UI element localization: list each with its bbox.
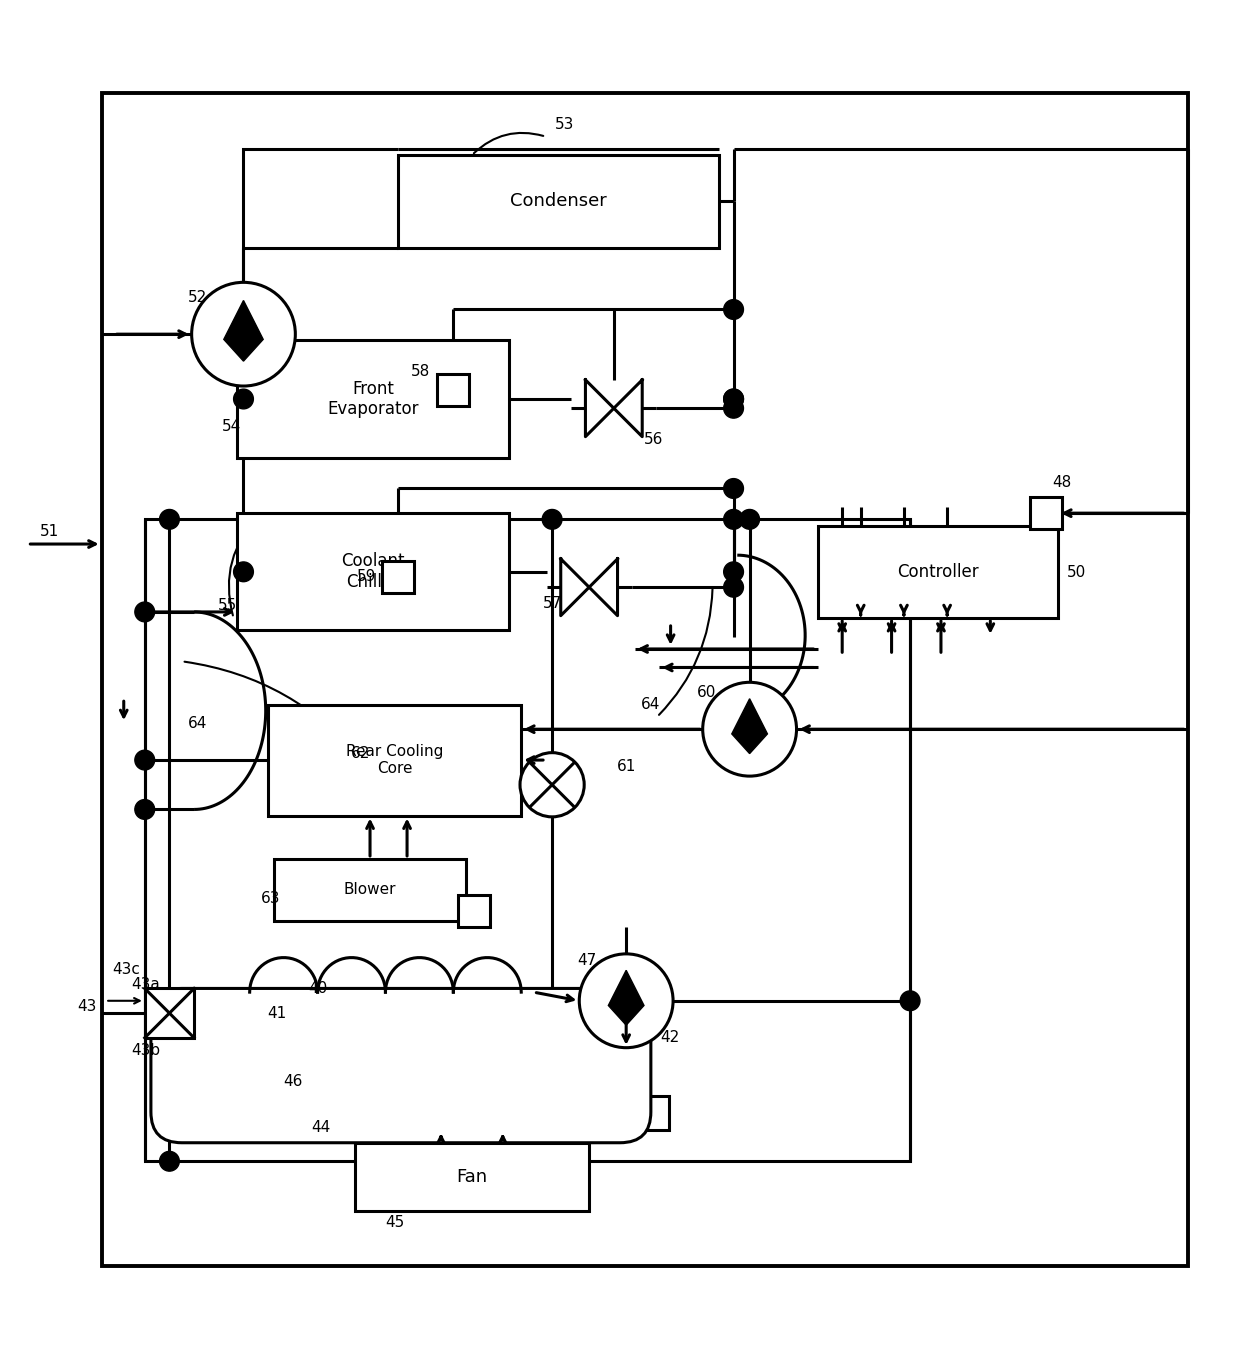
Text: 40: 40 — [308, 981, 327, 996]
FancyBboxPatch shape — [438, 373, 470, 406]
Polygon shape — [614, 380, 642, 436]
FancyBboxPatch shape — [459, 895, 490, 926]
Circle shape — [724, 390, 744, 409]
Circle shape — [740, 509, 759, 530]
Polygon shape — [589, 558, 618, 616]
Text: 46: 46 — [283, 1073, 303, 1088]
Circle shape — [192, 283, 295, 386]
Circle shape — [542, 509, 562, 530]
Circle shape — [135, 602, 155, 622]
Circle shape — [724, 563, 744, 582]
Text: 59: 59 — [357, 568, 377, 583]
FancyBboxPatch shape — [145, 988, 195, 1037]
Text: 58: 58 — [410, 364, 429, 379]
Text: Blower: Blower — [343, 882, 397, 897]
Text: 54: 54 — [222, 420, 241, 435]
FancyBboxPatch shape — [102, 93, 1188, 1266]
Text: 64: 64 — [641, 697, 661, 712]
Text: 52: 52 — [188, 289, 207, 305]
Circle shape — [135, 750, 155, 770]
Circle shape — [233, 390, 253, 409]
Text: 64: 64 — [188, 716, 207, 730]
FancyBboxPatch shape — [274, 859, 466, 921]
Circle shape — [724, 479, 744, 498]
Text: 61: 61 — [616, 759, 636, 774]
Text: Front
Evaporator: Front Evaporator — [327, 380, 419, 418]
Text: 51: 51 — [40, 524, 60, 539]
Circle shape — [135, 800, 155, 819]
FancyBboxPatch shape — [817, 525, 1058, 619]
Text: 45: 45 — [386, 1216, 405, 1231]
Circle shape — [724, 398, 744, 418]
Text: 43a: 43a — [131, 977, 160, 992]
Text: Rear Cooling
Core: Rear Cooling Core — [346, 744, 444, 777]
FancyBboxPatch shape — [398, 155, 719, 248]
FancyBboxPatch shape — [231, 1096, 670, 1131]
Circle shape — [724, 509, 744, 530]
Text: 43b: 43b — [131, 1043, 160, 1058]
Text: 47: 47 — [577, 952, 596, 967]
Text: 43: 43 — [77, 999, 97, 1014]
Text: Condenser: Condenser — [510, 192, 606, 210]
Text: 56: 56 — [644, 432, 663, 447]
Circle shape — [233, 563, 253, 582]
Text: 62: 62 — [351, 746, 371, 761]
Text: 41: 41 — [267, 1006, 286, 1021]
Circle shape — [160, 1151, 180, 1172]
Circle shape — [724, 390, 744, 409]
Text: 50: 50 — [1068, 565, 1086, 580]
Circle shape — [160, 509, 180, 530]
Polygon shape — [732, 698, 768, 753]
Text: 48: 48 — [1053, 475, 1071, 490]
FancyBboxPatch shape — [237, 340, 508, 458]
Circle shape — [724, 299, 744, 320]
Text: 43c: 43c — [113, 962, 140, 977]
Circle shape — [703, 682, 796, 777]
Circle shape — [900, 991, 920, 1011]
Text: 42: 42 — [660, 1030, 680, 1045]
Text: 57: 57 — [542, 595, 562, 611]
Polygon shape — [223, 300, 263, 361]
FancyBboxPatch shape — [237, 513, 508, 631]
Circle shape — [724, 578, 744, 597]
FancyBboxPatch shape — [382, 561, 414, 594]
Text: 55: 55 — [218, 598, 237, 613]
Text: 44: 44 — [311, 1121, 331, 1136]
FancyBboxPatch shape — [145, 520, 910, 1161]
Text: Fan: Fan — [456, 1168, 487, 1185]
FancyBboxPatch shape — [268, 704, 521, 815]
Text: Controller: Controller — [897, 563, 978, 580]
Text: 53: 53 — [554, 117, 574, 132]
Polygon shape — [560, 558, 589, 616]
FancyBboxPatch shape — [355, 1143, 589, 1210]
Text: 63: 63 — [260, 890, 280, 906]
Text: 60: 60 — [697, 685, 715, 700]
Circle shape — [579, 954, 673, 1048]
Text: Coolant
Chiller: Coolant Chiller — [341, 553, 405, 591]
Circle shape — [520, 753, 584, 816]
Polygon shape — [609, 970, 644, 1025]
FancyBboxPatch shape — [151, 988, 651, 1143]
Polygon shape — [585, 380, 614, 436]
FancyBboxPatch shape — [1030, 497, 1061, 530]
